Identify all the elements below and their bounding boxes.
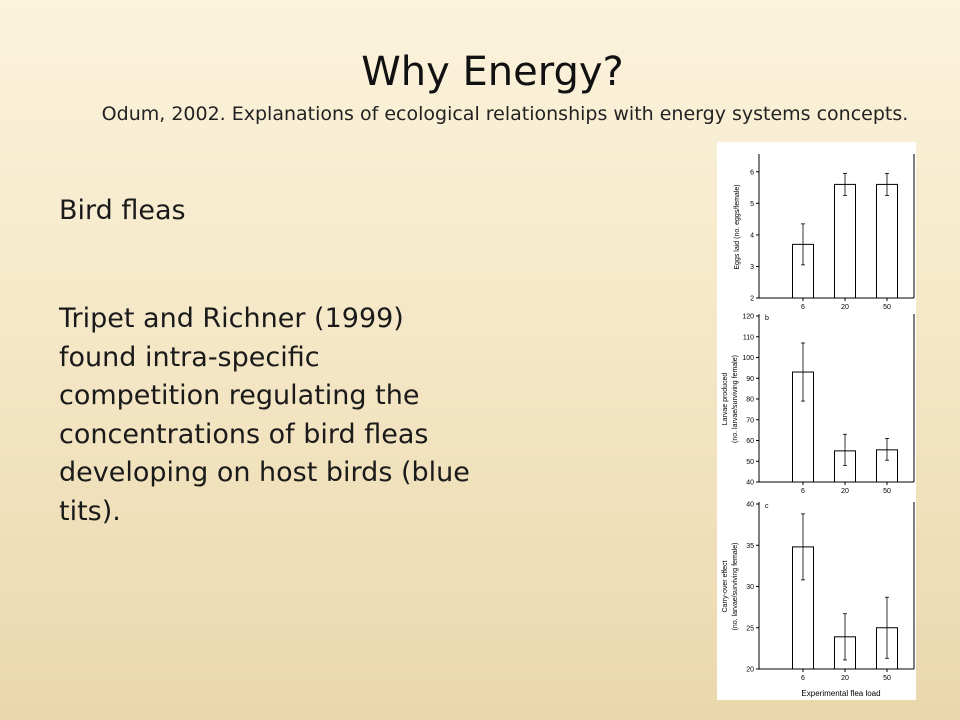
slide-body-text: Tripet and Richner (1999) found intra-sp… (59, 303, 470, 527)
x-tick-label: 6 (801, 488, 805, 495)
y-tick-label: 110 (743, 334, 754, 341)
y-tick-label: 60 (746, 438, 754, 445)
x-tick-label: 6 (801, 304, 805, 311)
y-tick-label: 5 (750, 201, 754, 208)
panel-label: c (765, 503, 769, 510)
figure-xlabel: Experimental flea load (801, 689, 880, 698)
flea-load-figure: 2 3 4 5 6 Eggs laid (no. eggs/female) 6 20 50 40 5… (717, 142, 916, 700)
x-tick-label: 6 (801, 675, 805, 682)
slide-heading: Bird fleas (59, 195, 186, 226)
x-tick-label: 20 (841, 488, 849, 495)
x-tick-label: 20 (841, 675, 849, 682)
x-tick-label: 50 (883, 488, 891, 495)
x-tick-label: 50 (883, 675, 891, 682)
y-axis-label: Larvae produced (722, 373, 729, 426)
y-tick-label: 50 (746, 459, 754, 466)
y-tick-label: 80 (746, 397, 754, 404)
y-axis-label-unit: (no. larvae/surviving female) (732, 543, 739, 631)
y-tick-label: 25 (746, 625, 754, 632)
y-tick-label: 6 (750, 169, 754, 176)
y-tick-label: 40 (746, 480, 754, 487)
bar (876, 183, 898, 299)
figure-svg: 2 3 4 5 6 Eggs laid (no. eggs/female) 6 20 50 40 5… (722, 154, 915, 698)
y-tick-label: 90 (746, 376, 754, 383)
y-tick-label: 120 (742, 314, 754, 321)
y-tick-label: 40 (746, 502, 754, 509)
y-tick-label: 30 (746, 584, 754, 591)
bar (834, 183, 856, 299)
slide-subtitle: Odum, 2002. Explanations of ecological r… (101, 103, 909, 125)
y-axis-label: Carry-over effect (722, 560, 729, 612)
y-tick-label: 35 (746, 543, 754, 550)
x-tick-label: 50 (883, 304, 891, 311)
y-tick-label: 70 (746, 417, 754, 424)
slide-title: Why Energy? (361, 49, 624, 95)
y-tick-label: 2 (750, 296, 754, 303)
y-axis-label-unit: (no. larvae/surviving female) (732, 355, 739, 443)
y-tick-label: 3 (750, 264, 754, 271)
panel-label: b (765, 315, 769, 322)
x-tick-label: 20 (841, 304, 849, 311)
y-axis-label: Eggs laid (no. eggs/female) (734, 184, 741, 269)
y-tick-label: 20 (746, 667, 754, 674)
y-tick-label: 4 (750, 232, 754, 239)
y-tick-label: 100 (742, 355, 754, 362)
